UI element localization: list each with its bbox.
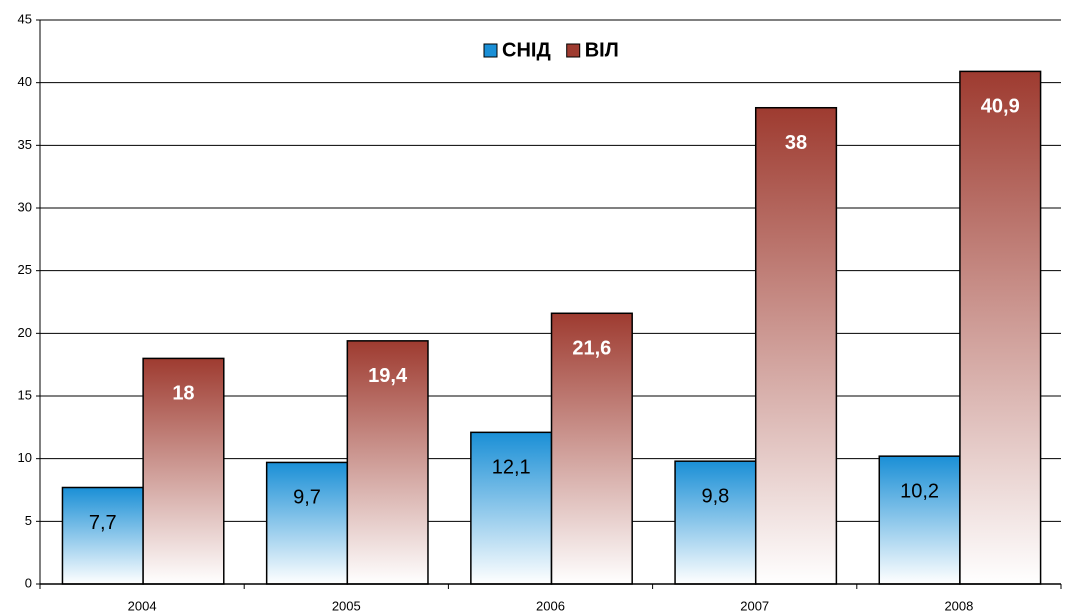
bar: [142, 357, 225, 585]
value-label: 21,6: [572, 338, 611, 360]
y-tick-label: 25: [18, 262, 32, 277]
bar: [959, 70, 1042, 585]
legend-swatch: [483, 43, 498, 58]
value-label: 38: [785, 132, 807, 154]
legend-label: ВІЛ: [585, 39, 619, 61]
x-tick-label: 2004: [128, 598, 157, 613]
x-tick-label: 2006: [536, 598, 565, 613]
bar: [470, 431, 553, 585]
x-tick-label: 2008: [944, 598, 973, 613]
bar: [346, 340, 429, 585]
value-label: 19,4: [368, 365, 408, 387]
y-tick-label: 30: [18, 199, 32, 214]
y-tick-label: 40: [18, 74, 32, 89]
value-label: 9,8: [701, 485, 729, 507]
bar: [754, 106, 838, 585]
value-label: 7,7: [89, 512, 117, 534]
value-label: 9,7: [293, 487, 321, 509]
y-tick-label: 10: [18, 450, 32, 465]
value-label: 40,9: [981, 96, 1020, 118]
y-tick-label: 20: [18, 325, 32, 340]
value-label: 12,1: [492, 457, 531, 479]
x-tick-label: 2005: [332, 598, 361, 613]
legend-swatch: [566, 43, 581, 58]
bar: [550, 312, 633, 585]
y-tick-label: 45: [18, 11, 32, 26]
y-tick-label: 35: [18, 137, 32, 152]
bar: [265, 461, 349, 585]
y-tick-label: 0: [25, 575, 32, 590]
y-tick-label: 15: [18, 387, 32, 402]
legend-label: СНІД: [502, 39, 551, 61]
bar: [878, 455, 961, 585]
bar: [674, 460, 757, 585]
value-label: 10,2: [900, 480, 939, 502]
y-tick-label: 5: [25, 513, 32, 528]
bar: [61, 486, 144, 585]
value-label: 18: [172, 383, 194, 405]
x-tick-label: 2007: [740, 598, 769, 613]
